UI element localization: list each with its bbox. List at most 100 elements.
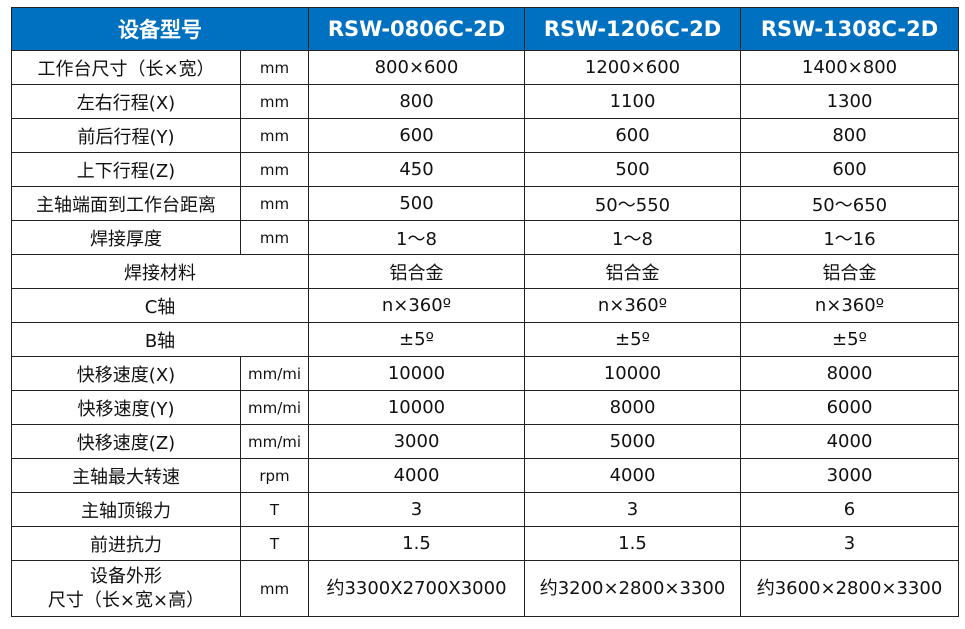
table-row: 工作台尺寸（长×宽） mm 800×600 1200×600 1400×800: [11, 50, 959, 85]
row-value: 1～8: [308, 220, 525, 255]
row-unit: mm: [240, 560, 309, 617]
table-row: 左右行程(X) mm 800 1100 1300: [11, 84, 959, 119]
row-unit: mm: [240, 84, 309, 119]
row-value: 6: [740, 492, 959, 527]
model-header: RSW-0806C-2D: [308, 7, 525, 51]
table-row: 前后行程(Y) mm 600 600 800: [11, 118, 959, 153]
row-value: 800: [308, 84, 525, 119]
table-row: 前进抗力 T 1.5 1.5 3: [11, 526, 959, 561]
row-value: 1300: [740, 84, 959, 119]
header-label: 设备型号: [11, 7, 309, 51]
row-value: 约3200×2800×3300: [524, 560, 741, 617]
row-value: 约3600×2800×3300: [740, 560, 959, 617]
row-value: n×360º: [524, 288, 741, 323]
row-name: 主轴端面到工作台距离: [11, 186, 241, 221]
row-unit: mm: [240, 118, 309, 153]
row-value: 8000: [524, 390, 741, 425]
row-name: 快移速度(Z): [11, 424, 241, 459]
row-unit: T: [240, 492, 309, 527]
row-value: 10000: [524, 356, 741, 391]
row-value: 1200×600: [524, 50, 741, 85]
table-row: 快移速度(Y) mm/mi 10000 8000 6000: [11, 390, 959, 425]
row-value: 4000: [740, 424, 959, 459]
row-unit: mm/mi: [240, 356, 309, 391]
table-row: B轴 ±5º ±5º ±5º: [11, 322, 959, 357]
row-name: 前进抗力: [11, 526, 241, 561]
table-row: 主轴最大转速 rpm 4000 4000 3000: [11, 458, 959, 493]
row-value: ±5º: [308, 322, 525, 357]
header-row: 设备型号 RSW-0806C-2D RSW-1206C-2D RSW-1308C…: [11, 7, 959, 51]
row-value: 1.5: [524, 526, 741, 561]
row-name: 快移速度(Y): [11, 390, 241, 425]
row-unit: mm/mi: [240, 424, 309, 459]
row-name-line: 尺寸（长×宽×高）: [47, 589, 205, 611]
row-value: 10000: [308, 390, 525, 425]
row-name: 快移速度(X): [11, 356, 241, 391]
model-header: RSW-1308C-2D: [740, 7, 959, 51]
row-value: 3: [308, 492, 525, 527]
row-value: n×360º: [740, 288, 959, 323]
row-value: 50～550: [524, 186, 741, 221]
row-name: 左右行程(X): [11, 84, 241, 119]
row-value: 6000: [740, 390, 959, 425]
row-name: 主轴顶锻力: [11, 492, 241, 527]
row-value: 10000: [308, 356, 525, 391]
row-value: n×360º: [308, 288, 525, 323]
row-name: 焊接材料: [11, 254, 309, 289]
table-row: 设备外形 尺寸（长×宽×高） mm 约3300X2700X3000 约3200×2…: [11, 560, 959, 617]
row-value: ±5º: [740, 322, 959, 357]
row-value: 3000: [308, 424, 525, 459]
row-value: 约3300X2700X3000: [308, 560, 525, 617]
spec-table: 设备型号 RSW-0806C-2D RSW-1206C-2D RSW-1308C…: [11, 7, 959, 617]
row-name-line: 设备外形: [90, 565, 162, 587]
table-row: 快移速度(X) mm/mi 10000 10000 8000: [11, 356, 959, 391]
row-value: 450: [308, 152, 525, 187]
row-value: 铝合金: [524, 254, 741, 289]
row-unit: rpm: [240, 458, 309, 493]
row-name: 上下行程(Z): [11, 152, 241, 187]
row-unit: mm: [240, 220, 309, 255]
row-name: 前后行程(Y): [11, 118, 241, 153]
row-value: 500: [308, 186, 525, 221]
row-value: 600: [524, 118, 741, 153]
row-name: C轴: [11, 288, 309, 323]
row-unit: mm: [240, 186, 309, 221]
row-unit: mm/mi: [240, 390, 309, 425]
row-value: 1～16: [740, 220, 959, 255]
row-value: ±5º: [524, 322, 741, 357]
row-value: 4000: [524, 458, 741, 493]
row-value: 3000: [740, 458, 959, 493]
row-value: 800×600: [308, 50, 525, 85]
row-value: 铝合金: [740, 254, 959, 289]
row-value: 3: [740, 526, 959, 561]
row-value: 1400×800: [740, 50, 959, 85]
table-row: 上下行程(Z) mm 450 500 600: [11, 152, 959, 187]
row-unit: T: [240, 526, 309, 561]
row-value: 1.5: [308, 526, 525, 561]
model-header: RSW-1206C-2D: [524, 7, 741, 51]
row-name: 设备外形 尺寸（长×宽×高）: [11, 560, 241, 617]
table-row: C轴 n×360º n×360º n×360º: [11, 288, 959, 323]
row-value: 8000: [740, 356, 959, 391]
table-row: 焊接材料 铝合金 铝合金 铝合金: [11, 254, 959, 289]
row-value: 600: [740, 152, 959, 187]
row-name: 工作台尺寸（长×宽）: [11, 50, 241, 85]
row-value: 800: [740, 118, 959, 153]
row-name: B轴: [11, 322, 309, 357]
row-value: 50～650: [740, 186, 959, 221]
row-name: 焊接厚度: [11, 220, 241, 255]
row-value: 1100: [524, 84, 741, 119]
row-value: 3: [524, 492, 741, 527]
table-row: 主轴端面到工作台距离 mm 500 50～550 50～650: [11, 186, 959, 221]
row-unit: mm: [240, 152, 309, 187]
table-row: 焊接厚度 mm 1～8 1～8 1～16: [11, 220, 959, 255]
row-value: 600: [308, 118, 525, 153]
row-value: 1～8: [524, 220, 741, 255]
row-name: 主轴最大转速: [11, 458, 241, 493]
table-row: 快移速度(Z) mm/mi 3000 5000 4000: [11, 424, 959, 459]
row-value: 500: [524, 152, 741, 187]
row-value: 铝合金: [308, 254, 525, 289]
table-row: 主轴顶锻力 T 3 3 6: [11, 492, 959, 527]
row-value: 4000: [308, 458, 525, 493]
row-value: 5000: [524, 424, 741, 459]
